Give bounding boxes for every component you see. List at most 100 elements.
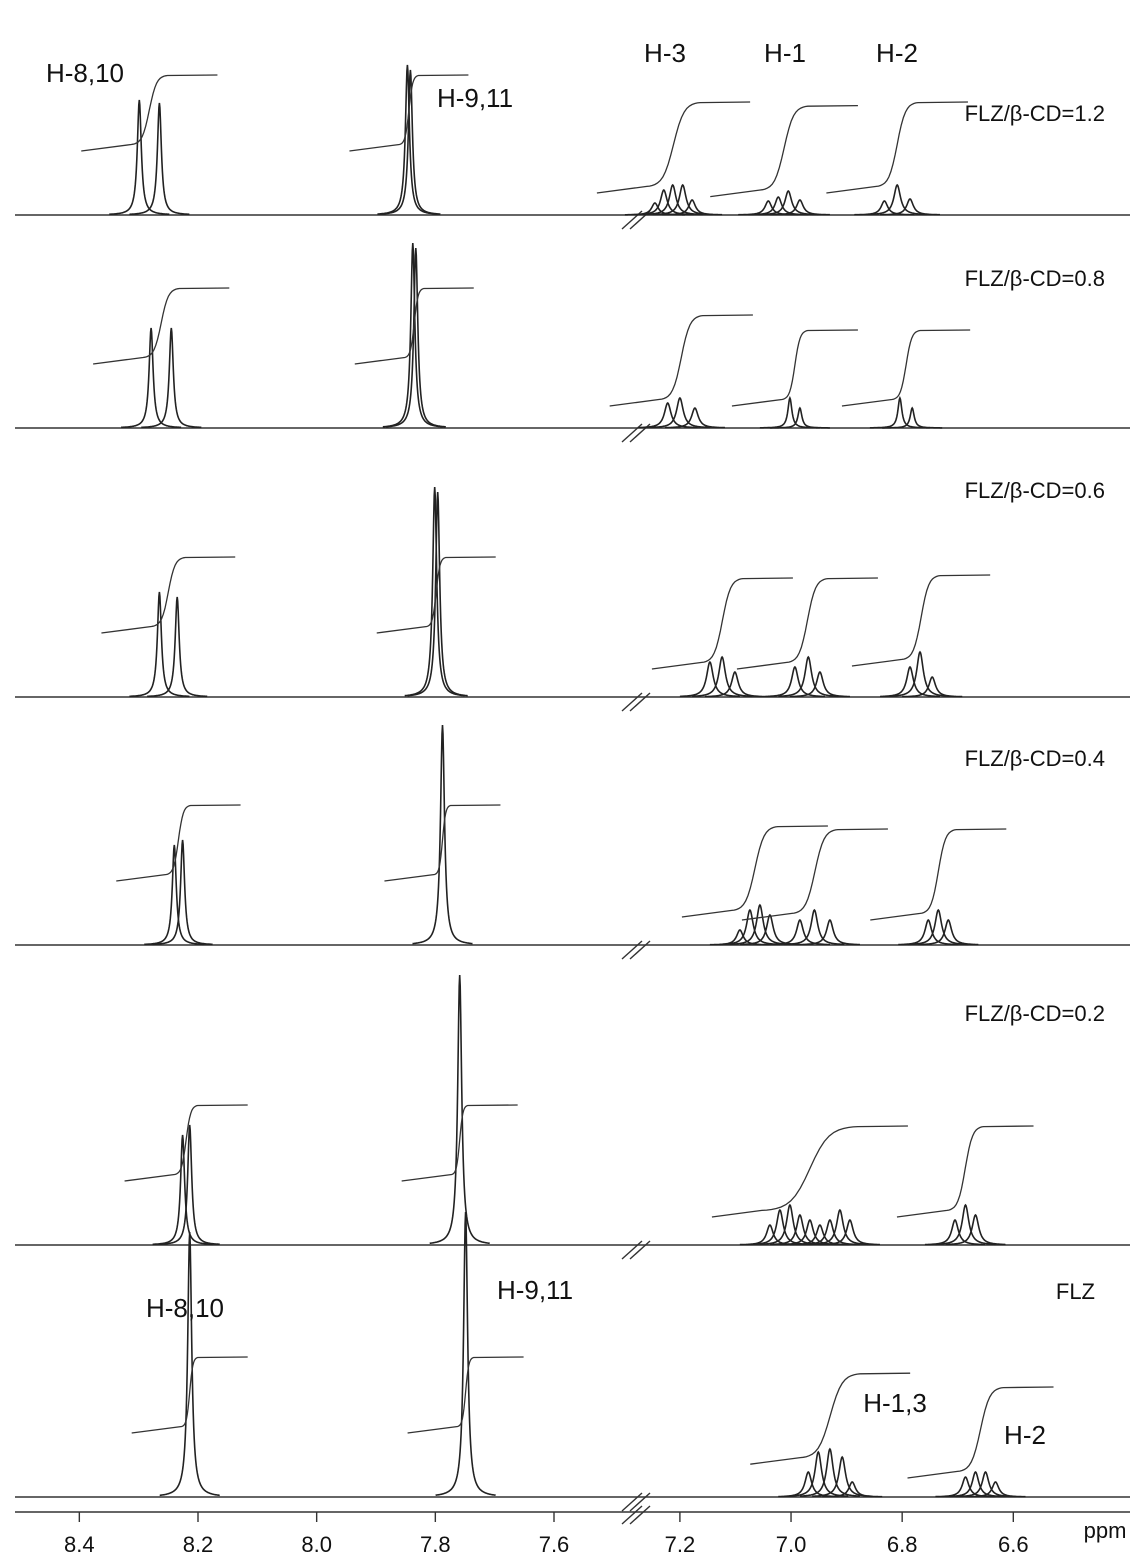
axis-break: [629, 1492, 651, 1512]
axis-break: [621, 1505, 643, 1525]
peak: [759, 1203, 820, 1246]
axis-break: [629, 1505, 651, 1525]
integral: [376, 556, 496, 634]
integral: [384, 804, 501, 882]
peak: [867, 183, 928, 216]
peak: [649, 396, 710, 429]
peak: [380, 69, 441, 215]
x-tick-label: 6.8: [887, 1532, 918, 1557]
integral: [896, 1125, 1034, 1218]
spectrum-label: FLZ/β-CD=0.6: [965, 478, 1105, 503]
peak: [709, 929, 770, 946]
x-tick-label: 8.4: [64, 1532, 95, 1557]
peak: [759, 395, 820, 429]
peak: [769, 406, 830, 429]
peak: [799, 918, 861, 946]
integral: [401, 1104, 518, 1182]
peak: [435, 1211, 496, 1496]
spectrum-label: FLZ/β-CD=0.8: [965, 266, 1105, 291]
peak-label: H-3: [644, 38, 686, 68]
peak: [385, 247, 446, 428]
peak: [822, 1481, 883, 1498]
integral: [131, 1356, 248, 1434]
integral: [101, 556, 236, 634]
peak-label: H-8,10: [46, 58, 124, 88]
integral: [841, 329, 971, 407]
x-tick-label: 8.2: [183, 1532, 214, 1557]
peak: [908, 908, 969, 946]
x-tick-label: 7.0: [776, 1532, 807, 1557]
axis-break: [629, 1240, 651, 1260]
peak: [159, 1124, 220, 1245]
peak: [769, 918, 831, 946]
peak: [869, 395, 930, 429]
x-tick-label: 7.6: [539, 1532, 570, 1557]
peak: [147, 596, 208, 698]
peak: [637, 401, 698, 429]
peak: [799, 1447, 861, 1497]
peak: [965, 1481, 1026, 1498]
peak: [144, 844, 205, 946]
integral: [93, 287, 230, 365]
spectrum-label: FLZ/β-CD=0.4: [965, 746, 1105, 771]
integral: [870, 828, 1007, 921]
integral: [907, 1386, 1054, 1479]
peak-label: H-9,11: [497, 1275, 573, 1305]
peak: [890, 650, 950, 697]
integral: [710, 104, 858, 198]
spectrum-label: FLZ/β-CD=1.2: [965, 101, 1105, 126]
integral: [750, 1372, 911, 1465]
peak: [769, 199, 830, 216]
peak: [407, 491, 468, 697]
peak: [692, 655, 753, 698]
peak-label: H-8,10: [146, 1293, 224, 1323]
peak: [664, 407, 726, 429]
peak-label: H-2: [876, 38, 918, 68]
axis-break: [621, 1240, 643, 1260]
peak: [129, 591, 190, 698]
peak: [880, 198, 940, 216]
peak-label: H-1,3: [863, 1388, 927, 1418]
peak: [764, 665, 825, 698]
peak-label: H-2: [1004, 1420, 1046, 1450]
integral: [124, 1104, 248, 1182]
peak: [809, 1208, 870, 1246]
axis-break: [621, 1492, 643, 1512]
peak: [429, 974, 490, 1245]
spectrum-label: FLZ: [1056, 1279, 1095, 1304]
peak: [902, 676, 963, 698]
peak: [662, 199, 723, 216]
spectrum-label: FLZ/β-CD=0.2: [965, 1001, 1105, 1026]
peak: [854, 200, 915, 216]
x-tick-label: 6.6: [998, 1532, 1029, 1557]
integral: [349, 74, 469, 152]
integral: [711, 1125, 908, 1218]
peak: [152, 839, 213, 946]
peak: [120, 327, 182, 429]
peak: [758, 189, 819, 216]
x-tick-label: 8.0: [301, 1532, 332, 1557]
integral: [851, 574, 991, 667]
peak: [935, 1203, 996, 1246]
x-axis-label: ppm: [1084, 1518, 1127, 1543]
peak: [152, 1134, 213, 1246]
peak: [945, 1213, 1006, 1246]
x-tick-label: 7.2: [665, 1532, 696, 1557]
integral: [81, 74, 218, 152]
axis-break: [621, 692, 643, 712]
integral: [826, 101, 968, 194]
peak: [159, 1231, 220, 1497]
peak: [141, 327, 202, 429]
peak: [778, 655, 839, 698]
peak: [789, 670, 851, 698]
integral: [731, 329, 858, 407]
integral: [407, 1356, 524, 1434]
integral: [681, 825, 828, 918]
peak: [109, 99, 170, 216]
peak: [129, 102, 190, 216]
peak: [412, 724, 473, 945]
peak: [924, 1218, 986, 1246]
peak: [729, 903, 790, 946]
integral: [736, 577, 878, 670]
